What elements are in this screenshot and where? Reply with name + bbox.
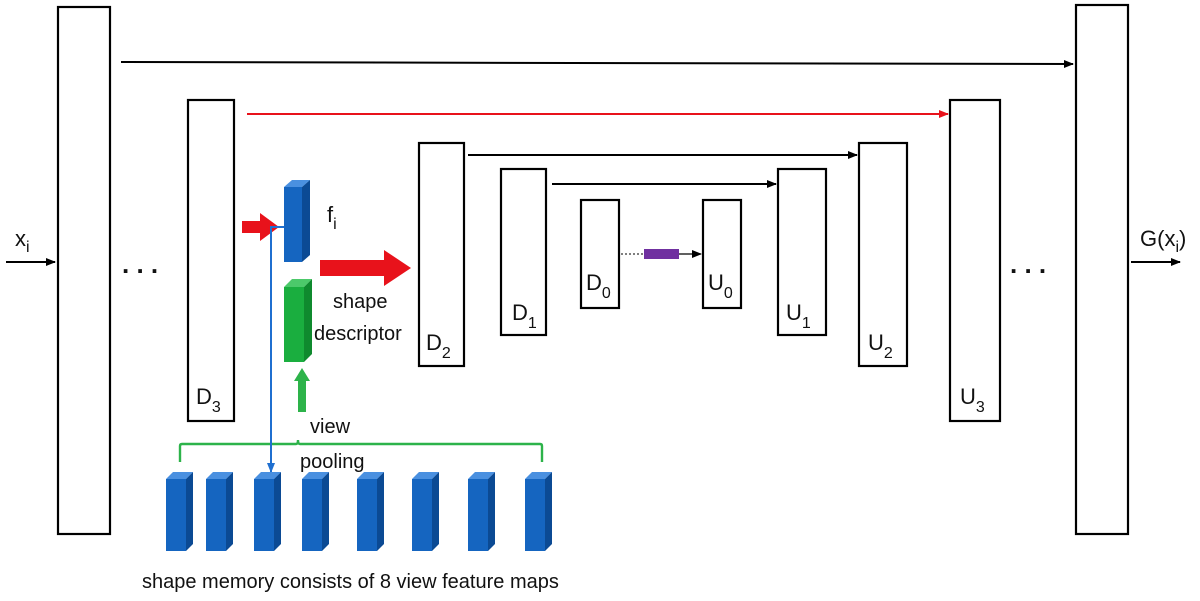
view-feature-map [525,472,552,551]
feature-label: fi [327,202,337,233]
block-u1 [776,167,828,337]
block-d1-label: D1 [512,300,537,332]
view-feature-map [412,472,439,551]
block-u1-label: U1 [786,300,811,332]
shape-descriptor-arrow [320,250,411,286]
shape-memory [166,472,552,551]
block-d3-label: D3 [196,384,221,416]
block-u2 [857,141,909,368]
view-feature-map [357,472,384,551]
input-label: xi [15,226,30,256]
memory-caption: shape memory consists of 8 view feature … [142,571,559,593]
view-pooling-label-line1: view [310,416,351,438]
ellipsis-right: . . . [1010,249,1046,279]
input-block [56,5,112,536]
view-pooling-brace [178,439,544,462]
view-pooling-label-line2: pooling [300,451,365,473]
block-u2-label: U2 [868,330,893,362]
block-d0-label: D0 [586,270,611,302]
view-feature-map [166,472,193,551]
block-u3 [948,98,1002,423]
block-d3 [186,98,236,423]
shape-descriptor-block [284,279,312,362]
block-d0 [579,198,621,310]
bottleneck-bar [644,249,679,259]
view-feature-map [254,472,281,551]
view-pooling-up-arrow [294,368,310,412]
shape-descriptor-label-line2: descriptor [314,323,402,345]
block-u0-label: U0 [708,270,733,302]
block-u0 [701,198,743,310]
memory-access-arrow [267,226,284,473]
ellipsis-left: . . . [122,249,158,279]
output-label: G(xi) [1140,226,1186,256]
view-feature-map [468,472,495,551]
block-d2-label: D2 [426,330,451,362]
feature-map-fi [284,180,310,262]
view-feature-map [302,472,329,551]
block-d1 [499,167,548,337]
output-block [1074,3,1130,536]
skip-arrow-outer [120,59,1074,68]
block-d2 [417,141,466,368]
view-feature-map [206,472,233,551]
block-u3-label: U3 [960,384,985,416]
shape-descriptor-label-line1: shape [333,291,388,313]
red-arrow-to-feature [242,213,279,241]
